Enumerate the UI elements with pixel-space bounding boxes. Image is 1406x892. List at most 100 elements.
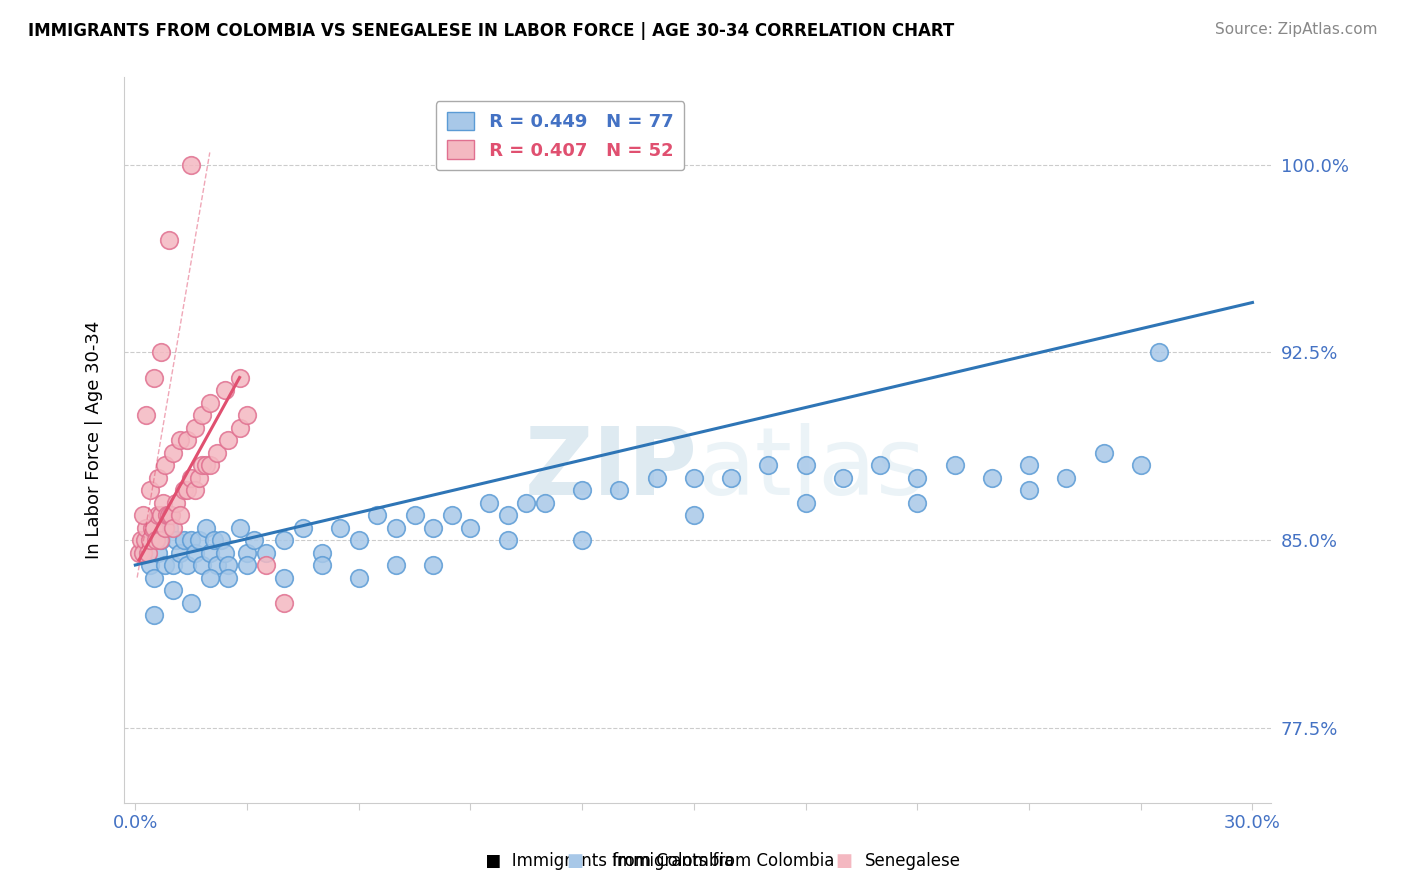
Point	[311, 558, 333, 572]
Point	[496, 508, 519, 522]
Point	[1129, 458, 1152, 472]
Point	[142, 608, 165, 623]
Point	[156, 508, 179, 522]
Point	[145, 533, 167, 547]
Text: Immigrants from Colombia: Immigrants from Colombia	[612, 852, 834, 870]
Point	[347, 533, 370, 547]
Point	[534, 495, 557, 509]
Point	[139, 533, 162, 547]
Point	[150, 508, 173, 522]
Point	[1149, 345, 1171, 359]
Point	[169, 545, 191, 559]
Point	[191, 408, 214, 422]
Point	[150, 345, 173, 359]
Point	[217, 558, 239, 572]
Point	[831, 470, 853, 484]
Point	[794, 495, 817, 509]
Y-axis label: In Labor Force | Age 30-34: In Labor Force | Age 30-34	[86, 321, 103, 559]
Point	[404, 508, 426, 522]
Point	[683, 508, 706, 522]
Point	[165, 495, 187, 509]
Legend:  R = 0.449   N = 77,  R = 0.407   N = 52: R = 0.449 N = 77, R = 0.407 N = 52	[436, 101, 685, 170]
Point	[180, 596, 202, 610]
Point	[135, 408, 157, 422]
Point	[180, 158, 202, 172]
Point	[254, 545, 277, 559]
Text: ZIP: ZIP	[524, 423, 697, 515]
Point	[153, 558, 176, 572]
Point	[195, 458, 218, 472]
Point	[141, 520, 163, 534]
Text: ■: ■	[567, 852, 583, 870]
Point	[422, 520, 444, 534]
Point	[198, 395, 221, 409]
Point	[214, 545, 236, 559]
Point	[157, 508, 180, 522]
Point	[329, 520, 352, 534]
Point	[609, 483, 631, 497]
Point	[236, 545, 259, 559]
Point	[191, 458, 214, 472]
Point	[385, 520, 408, 534]
Point	[794, 458, 817, 472]
Point	[138, 545, 160, 559]
Point	[207, 445, 229, 459]
Point	[157, 520, 180, 534]
Text: Source: ZipAtlas.com: Source: ZipAtlas.com	[1215, 22, 1378, 37]
Text: ■  Immigrants from Colombia: ■ Immigrants from Colombia	[475, 852, 734, 870]
Point	[228, 370, 250, 384]
Point	[169, 508, 191, 522]
Point	[207, 558, 229, 572]
Point	[176, 483, 198, 497]
Point	[153, 520, 176, 534]
Point	[1054, 470, 1077, 484]
Point	[440, 508, 463, 522]
Text: Senegalese: Senegalese	[865, 852, 960, 870]
Point	[176, 433, 198, 447]
Point	[191, 558, 214, 572]
Point	[228, 520, 250, 534]
Point	[1018, 483, 1040, 497]
Text: atlas: atlas	[697, 423, 927, 515]
Point	[184, 545, 207, 559]
Point	[162, 445, 184, 459]
Point	[254, 558, 277, 572]
Point	[135, 520, 157, 534]
Point	[187, 533, 209, 547]
Point	[157, 233, 180, 247]
Point	[214, 383, 236, 397]
Point	[236, 558, 259, 572]
Point	[460, 520, 482, 534]
Point	[184, 483, 207, 497]
Point	[142, 570, 165, 584]
Text: IMMIGRANTS FROM COLOMBIA VS SENEGALESE IN LABOR FORCE | AGE 30-34 CORRELATION CH: IMMIGRANTS FROM COLOMBIA VS SENEGALESE I…	[28, 22, 955, 40]
Point	[1092, 445, 1115, 459]
Point	[139, 483, 162, 497]
Point	[153, 458, 176, 472]
Point	[180, 533, 202, 547]
Point	[385, 558, 408, 572]
Point	[173, 533, 195, 547]
Point	[869, 458, 891, 472]
Point	[273, 533, 295, 547]
Point	[1018, 458, 1040, 472]
Point	[228, 420, 250, 434]
Point	[273, 596, 295, 610]
Point	[139, 558, 162, 572]
Point	[198, 458, 221, 472]
Point	[146, 508, 169, 522]
Point	[142, 520, 165, 534]
Point	[243, 533, 266, 547]
Point	[152, 495, 174, 509]
Point	[128, 545, 150, 559]
Point	[134, 533, 156, 547]
Point	[162, 558, 184, 572]
Point	[195, 520, 218, 534]
Point	[571, 483, 593, 497]
Point	[142, 370, 165, 384]
Point	[150, 533, 173, 547]
Point	[720, 470, 742, 484]
Point	[132, 508, 155, 522]
Point	[162, 582, 184, 597]
Point	[187, 470, 209, 484]
